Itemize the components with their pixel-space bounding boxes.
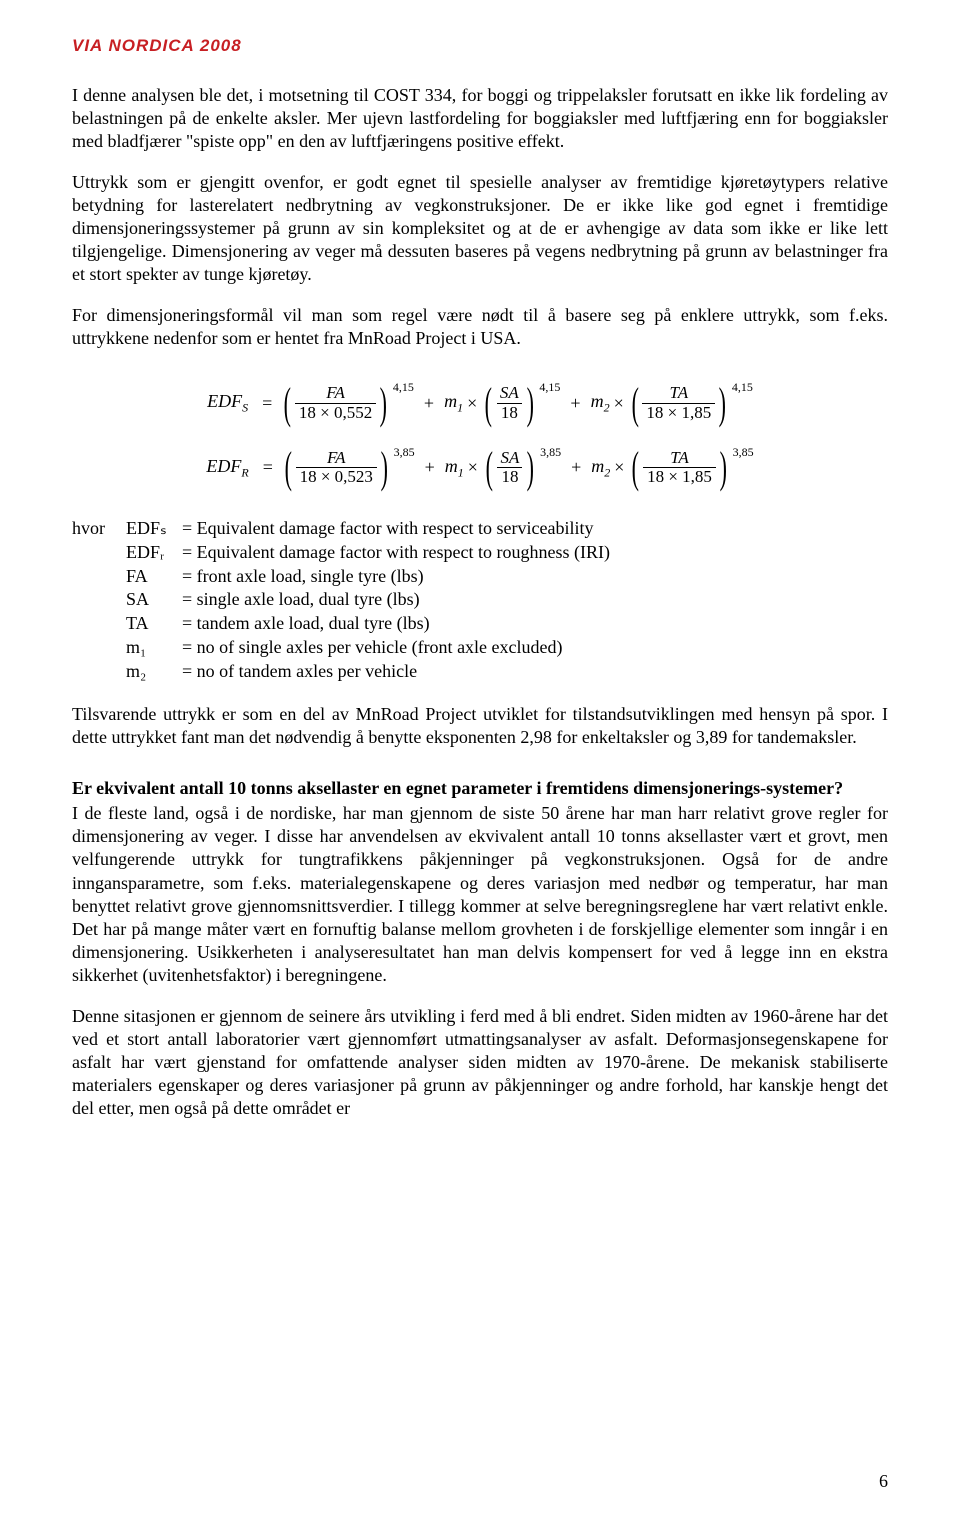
paragraph-1: I denne analysen ble det, i motsetning t… [72, 84, 888, 153]
paragraph-4: Tilsvarende uttrykk er som en del av MnR… [72, 703, 888, 749]
def-sym-4: TA [126, 612, 182, 636]
def-txt-4: = tandem axle load, dual tyre (lbs) [182, 612, 430, 636]
eq1-t2-den: 18 [497, 403, 522, 423]
page-number: 6 [879, 1471, 888, 1492]
def-txt-1: = Equivalent damage factor with respect … [182, 541, 610, 565]
eq2-t2-m: m [445, 456, 458, 476]
eq2-t3-m: m [591, 456, 604, 476]
eq2-t1-den: 18 × 0,523 [296, 467, 377, 487]
eq2-t3-den: 18 × 1,85 [643, 467, 716, 487]
eq2-sub: R [241, 465, 248, 479]
eq2-t1-num: FA [323, 449, 350, 468]
eq1-t3-exp: 4,15 [732, 380, 753, 395]
eq2-lhs: EDF [206, 456, 241, 476]
def-sym-5: m₁ [126, 636, 182, 660]
defs-lead: hvor [72, 517, 126, 541]
logo-year: 2008 [200, 36, 242, 55]
paragraph-3: For dimensjoneringsformål vil man som re… [72, 304, 888, 350]
logo-nordica: NORDICA [108, 36, 194, 55]
paragraph-6: Denne sitasjonen er gjennom de seinere å… [72, 1005, 888, 1120]
def-sym-1: EDFᵣ [126, 541, 182, 565]
eq2-t2-exp: 3,85 [540, 445, 561, 460]
def-txt-2: = front axle load, single tyre (lbs) [182, 565, 424, 589]
eq2-t2-num: SA [497, 449, 524, 468]
section-heading: Er ekvivalent antall 10 tonns aksellaste… [72, 777, 888, 800]
eq1-t3-m: m [591, 391, 604, 411]
eq2-t3-msub: 2 [604, 465, 610, 479]
eq1-t1-num: FA [322, 384, 349, 403]
def-sym-6: m₂ [126, 660, 182, 684]
equation-edf-r: EDFR = ( FA18 × 0,523 )3,85 + m1 × ( SA1… [72, 449, 888, 487]
eq2-t1-exp: 3,85 [394, 445, 415, 460]
logo-via: VIA [72, 36, 103, 55]
paragraph-5: I de fleste land, også i de nordiske, ha… [72, 802, 888, 986]
eq2-t2-den: 18 [497, 467, 522, 487]
eq1-t2-num: SA [496, 384, 523, 403]
eq1-t1-den: 18 × 0,552 [295, 403, 376, 423]
eq1-t1-exp: 4,15 [393, 380, 414, 395]
eq1-lhs: EDF [207, 391, 242, 411]
conference-logo: VIA NORDICA 2008 [72, 36, 888, 56]
def-sym-0: EDFₛ [126, 517, 182, 541]
eq2-t2-msub: 1 [458, 465, 464, 479]
def-txt-5: = no of single axles per vehicle (front … [182, 636, 563, 660]
def-sym-2: FA [126, 565, 182, 589]
def-sym-3: SA [126, 588, 182, 612]
eq2-t3-num: TA [666, 449, 693, 468]
eq1-sub: S [242, 401, 248, 415]
eq1-t2-m: m [444, 391, 457, 411]
eq1-t3-den: 18 × 1,85 [642, 403, 715, 423]
eq1-t3-num: TA [666, 384, 693, 403]
eq1-t2-exp: 4,15 [539, 380, 560, 395]
def-txt-0: = Equivalent damage factor with respect … [182, 517, 594, 541]
equation-edf-s: EDFS = ( FA18 × 0,552 )4,15 + m1 × ( SA1… [72, 384, 888, 422]
paragraph-2: Uttrykk som er gjengitt ovenfor, er godt… [72, 171, 888, 286]
eq1-t3-msub: 2 [604, 401, 610, 415]
eq2-t3-exp: 3,85 [733, 445, 754, 460]
eq1-t2-msub: 1 [457, 401, 463, 415]
def-txt-3: = single axle load, dual tyre (lbs) [182, 588, 420, 612]
formula-block: EDFS = ( FA18 × 0,552 )4,15 + m1 × ( SA1… [72, 384, 888, 487]
def-txt-6: = no of tandem axles per vehicle [182, 660, 417, 684]
variable-definitions: hvor EDFₛ = Equivalent damage factor wit… [72, 517, 888, 683]
